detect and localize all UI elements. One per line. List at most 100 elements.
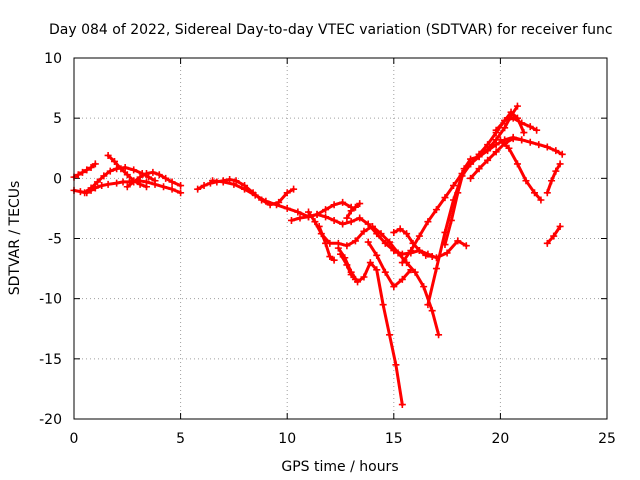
data-point <box>155 171 163 179</box>
x-tick-label: 25 <box>598 431 616 447</box>
data-point <box>513 160 521 168</box>
series-arc-22 <box>543 160 564 197</box>
data-point <box>106 167 114 175</box>
data-point <box>177 182 185 190</box>
grid <box>74 58 607 419</box>
data-point <box>390 283 398 291</box>
data-point <box>360 273 368 281</box>
data-point <box>283 189 291 197</box>
data-point <box>537 196 545 204</box>
data-point <box>322 206 330 214</box>
data-point <box>531 189 539 197</box>
series-arc-23 <box>543 222 564 247</box>
data-point <box>381 268 389 276</box>
series-line <box>498 138 543 202</box>
data-point <box>305 208 313 216</box>
data-point <box>160 183 168 191</box>
data-point <box>168 178 176 186</box>
data-point <box>232 177 240 185</box>
data-point <box>526 123 534 131</box>
data-point <box>262 197 270 205</box>
data-point <box>104 180 112 188</box>
data-point <box>145 173 153 181</box>
data-point <box>475 165 483 173</box>
data-point <box>379 301 387 309</box>
data-point <box>142 183 150 191</box>
data-point <box>149 168 157 176</box>
y-tick-label: -20 <box>39 412 62 428</box>
data-series <box>70 102 566 409</box>
data-point <box>396 225 404 233</box>
data-point <box>251 191 259 199</box>
data-point <box>556 160 564 168</box>
data-point <box>81 189 89 197</box>
data-point <box>522 177 530 185</box>
series-arc-2 <box>70 160 99 181</box>
series-arc-21 <box>492 114 541 134</box>
data-point <box>194 185 202 193</box>
y-tick-label: 10 <box>44 51 62 67</box>
data-point <box>136 180 144 188</box>
y-tick-label: -10 <box>39 292 62 308</box>
data-point <box>296 214 304 222</box>
data-point <box>290 185 298 193</box>
data-point <box>447 216 455 224</box>
data-point <box>87 184 95 192</box>
series-arc-15 <box>390 225 436 261</box>
y-tick-label: -5 <box>48 232 62 248</box>
data-point <box>518 136 526 144</box>
data-point <box>364 220 372 228</box>
data-point <box>283 204 291 212</box>
data-point <box>313 210 321 218</box>
data-point <box>91 160 99 168</box>
data-point <box>509 135 517 143</box>
data-point <box>407 266 415 274</box>
data-point <box>347 218 355 226</box>
data-point <box>287 216 295 224</box>
data-point <box>392 361 400 369</box>
data-point <box>111 157 119 165</box>
data-point <box>339 198 347 206</box>
data-point <box>454 189 462 197</box>
data-point <box>356 200 364 208</box>
data-point <box>162 174 170 182</box>
data-point <box>548 177 556 185</box>
data-point <box>273 201 281 209</box>
series-arc-9 <box>305 208 443 339</box>
y-tick-label: 5 <box>53 111 62 127</box>
data-point <box>123 183 131 191</box>
data-point <box>93 178 101 186</box>
data-point <box>492 148 500 156</box>
data-point <box>364 238 372 246</box>
data-point <box>441 241 449 249</box>
data-point <box>467 155 475 163</box>
series-arc-10 <box>315 222 338 264</box>
y-tick-label: -15 <box>39 352 62 368</box>
axis-ticks <box>73 57 608 420</box>
data-point <box>518 119 526 127</box>
data-point <box>509 114 517 122</box>
data-point <box>513 102 521 110</box>
data-point <box>76 188 84 196</box>
data-point <box>424 218 432 226</box>
series-arc-11 <box>334 244 406 409</box>
series-line <box>366 240 413 289</box>
data-point <box>330 256 338 264</box>
data-point <box>533 126 541 134</box>
series-arc-14 <box>364 238 415 291</box>
data-point <box>136 173 144 181</box>
series-line <box>339 252 357 281</box>
data-point <box>366 259 374 267</box>
data-point <box>535 141 543 149</box>
data-point <box>496 136 504 144</box>
data-point <box>343 261 351 269</box>
data-point <box>219 178 227 186</box>
data-point <box>381 239 389 247</box>
data-point <box>177 189 185 197</box>
data-point <box>449 182 457 190</box>
data-point <box>432 206 440 214</box>
data-point <box>130 166 138 174</box>
data-point <box>373 266 381 274</box>
data-point <box>556 222 564 230</box>
data-point <box>330 216 338 224</box>
